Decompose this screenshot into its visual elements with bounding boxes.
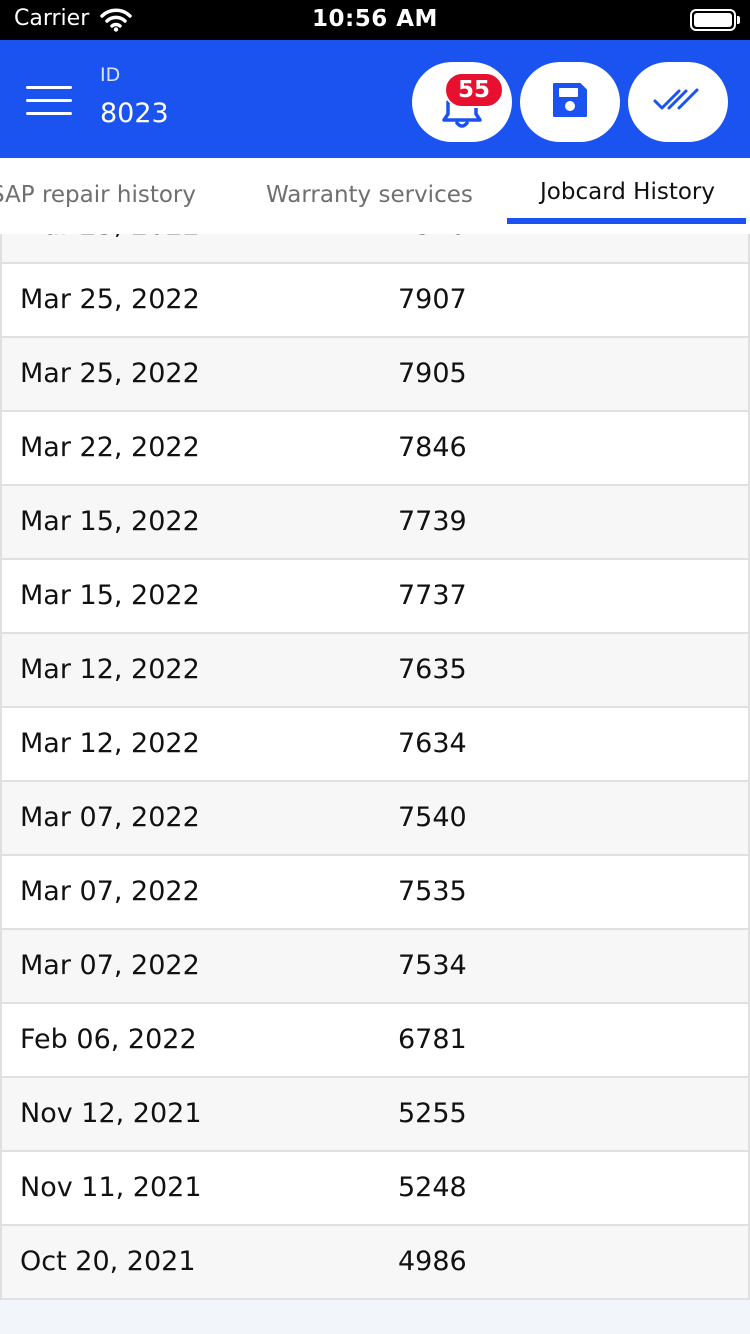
row-date: Mar 12, 2022 xyxy=(20,654,200,685)
carrier-label: Carrier xyxy=(14,6,90,31)
row-date: Nov 11, 2021 xyxy=(20,1172,202,1203)
row-date: Mar 07, 2022 xyxy=(20,950,200,981)
notification-count-badge: 55 xyxy=(444,72,504,108)
active-tab-indicator xyxy=(507,218,746,224)
notifications-button[interactable]: 55 xyxy=(412,62,512,142)
tab-sap-repair-history[interactable]: SAP repair history xyxy=(0,182,197,208)
table-row[interactable]: Mar 25, 2022 7910 xyxy=(0,234,750,264)
row-date: Mar 15, 2022 xyxy=(20,580,200,611)
row-jobcard-number: 7534 xyxy=(398,950,467,981)
table-row[interactable]: Mar 15, 2022 7739 xyxy=(0,486,750,560)
row-date: Mar 25, 2022 xyxy=(20,234,200,241)
table-row[interactable]: Oct 20, 2021 4986 xyxy=(0,1226,750,1300)
row-date: Mar 12, 2022 xyxy=(20,728,200,759)
row-jobcard-number: 7635 xyxy=(398,654,467,685)
table-row[interactable]: Mar 15, 2022 7737 xyxy=(0,560,750,634)
row-jobcard-number: 7910 xyxy=(398,234,467,241)
row-date: Mar 07, 2022 xyxy=(20,802,200,833)
row-jobcard-number: 7737 xyxy=(398,580,467,611)
clock: 10:56 AM xyxy=(312,6,438,32)
table-row[interactable]: Mar 07, 2022 7535 xyxy=(0,856,750,930)
table-row[interactable]: Mar 07, 2022 7540 xyxy=(0,782,750,856)
row-jobcard-number: 7739 xyxy=(398,506,467,537)
table-row[interactable]: Nov 12, 2021 5255 xyxy=(0,1078,750,1152)
tab-warranty-services[interactable]: Warranty services xyxy=(266,182,473,208)
floppy-disk-icon xyxy=(550,80,590,124)
table-row[interactable]: Mar 07, 2022 7534 xyxy=(0,930,750,1004)
row-date: Feb 06, 2022 xyxy=(20,1024,197,1055)
tab-jobcard-history[interactable]: Jobcard History xyxy=(540,179,715,205)
row-jobcard-number: 7907 xyxy=(398,284,467,315)
row-jobcard-number: 7540 xyxy=(398,802,467,833)
app-header: ID 8023 55 xyxy=(0,40,750,158)
tab-bar: SAP repair history Warranty services Job… xyxy=(0,158,750,234)
battery-icon xyxy=(690,9,740,31)
row-jobcard-number: 7846 xyxy=(398,432,467,463)
row-jobcard-number: 7634 xyxy=(398,728,467,759)
row-date: Mar 07, 2022 xyxy=(20,876,200,907)
row-jobcard-number: 7905 xyxy=(398,358,467,389)
row-jobcard-number: 5255 xyxy=(398,1098,467,1129)
table-row[interactable]: Mar 22, 2022 7846 xyxy=(0,412,750,486)
row-date: Nov 12, 2021 xyxy=(20,1098,202,1129)
double-check-icon xyxy=(653,85,703,119)
row-jobcard-number: 4986 xyxy=(398,1246,467,1277)
table-row[interactable]: Mar 12, 2022 7634 xyxy=(0,708,750,782)
row-date: Mar 22, 2022 xyxy=(20,432,200,463)
table-row[interactable]: Mar 12, 2022 7635 xyxy=(0,634,750,708)
table-row[interactable]: Mar 25, 2022 7905 xyxy=(0,338,750,412)
row-jobcard-number: 7535 xyxy=(398,876,467,907)
status-bar: Carrier 10:56 AM xyxy=(0,0,750,40)
row-jobcard-number: 5248 xyxy=(398,1172,467,1203)
table-row[interactable]: Feb 06, 2022 6781 xyxy=(0,1004,750,1078)
row-date: Mar 15, 2022 xyxy=(20,506,200,537)
row-jobcard-number: 6781 xyxy=(398,1024,467,1055)
row-date: Mar 25, 2022 xyxy=(20,284,200,315)
table-row[interactable]: Nov 11, 2021 5248 xyxy=(0,1152,750,1226)
id-value: 8023 xyxy=(100,98,169,129)
hamburger-menu-icon[interactable] xyxy=(26,86,72,116)
save-button[interactable] xyxy=(520,62,620,142)
row-date: Mar 25, 2022 xyxy=(20,358,200,389)
wifi-icon xyxy=(100,8,132,36)
row-date: Oct 20, 2021 xyxy=(20,1246,196,1277)
confirm-button[interactable] xyxy=(628,62,728,142)
id-label: ID xyxy=(100,64,121,86)
table-row[interactable]: Mar 25, 2022 7907 xyxy=(0,264,750,338)
